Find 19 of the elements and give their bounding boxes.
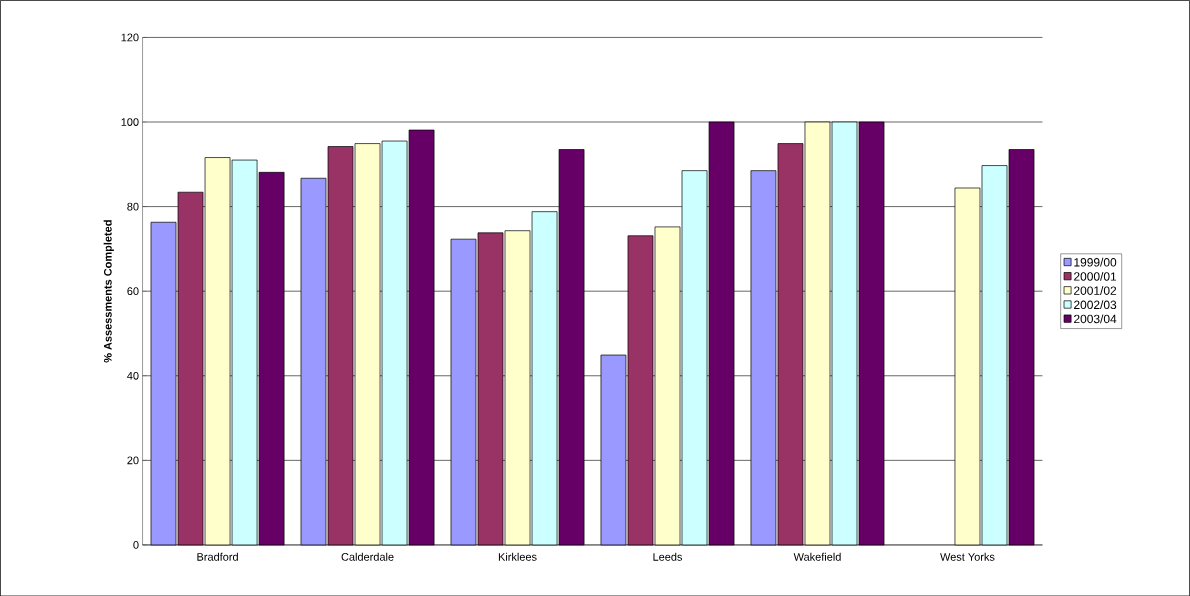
x-tick-label: Wakefield (793, 552, 841, 561)
legend-label: 1999/00 (1074, 257, 1117, 267)
y-tick-label: 0 (133, 540, 139, 549)
y-tick-label: 20 (127, 456, 139, 465)
y-tick-label: 100 (121, 117, 139, 126)
y-tick-label: 80 (127, 202, 139, 211)
x-tick-label: West Yorks (940, 552, 995, 561)
legend-label: 2001/02 (1074, 285, 1117, 295)
x-tick-label: Calderdale (341, 552, 394, 561)
legend-label: 2000/01 (1074, 271, 1117, 281)
y-tick-label: 40 (127, 371, 139, 380)
legend-label: 2002/03 (1074, 300, 1117, 309)
y-tick-label: 60 (127, 287, 139, 295)
x-tick-label: Kirklees (498, 552, 537, 561)
y-tick-label: 120 (121, 33, 139, 42)
x-tick-label: Bradford (197, 552, 238, 561)
x-tick-label: Leeds (653, 552, 683, 561)
legend-label: 2003/04 (1074, 314, 1117, 324)
y-axis-title: % Assessments Completed (103, 220, 114, 363)
